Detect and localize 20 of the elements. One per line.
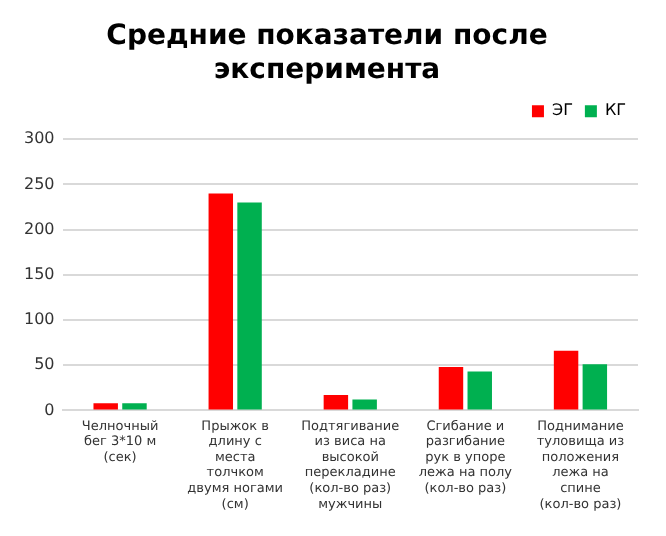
y-tick-label: 150 [23,264,55,283]
bar [352,399,377,410]
bar [237,202,262,410]
legend-label: КГ [604,101,627,120]
bar [582,364,608,410]
y-tick-label: 50 [34,355,55,374]
bar [93,403,118,410]
chart-title: Средние показатели после эксперимента [106,20,548,86]
bar [553,350,579,410]
bar [323,395,349,410]
legend-label: ЭГ [551,101,574,120]
y-tick-label: 100 [23,310,55,329]
bar [467,371,492,410]
y-tick-label: 250 [23,174,55,193]
bar [122,403,147,410]
bar [208,193,234,410]
bar [438,367,464,410]
y-tick-label: 0 [44,400,55,419]
y-tick-label: 200 [23,219,55,238]
y-tick-label: 300 [23,129,55,148]
